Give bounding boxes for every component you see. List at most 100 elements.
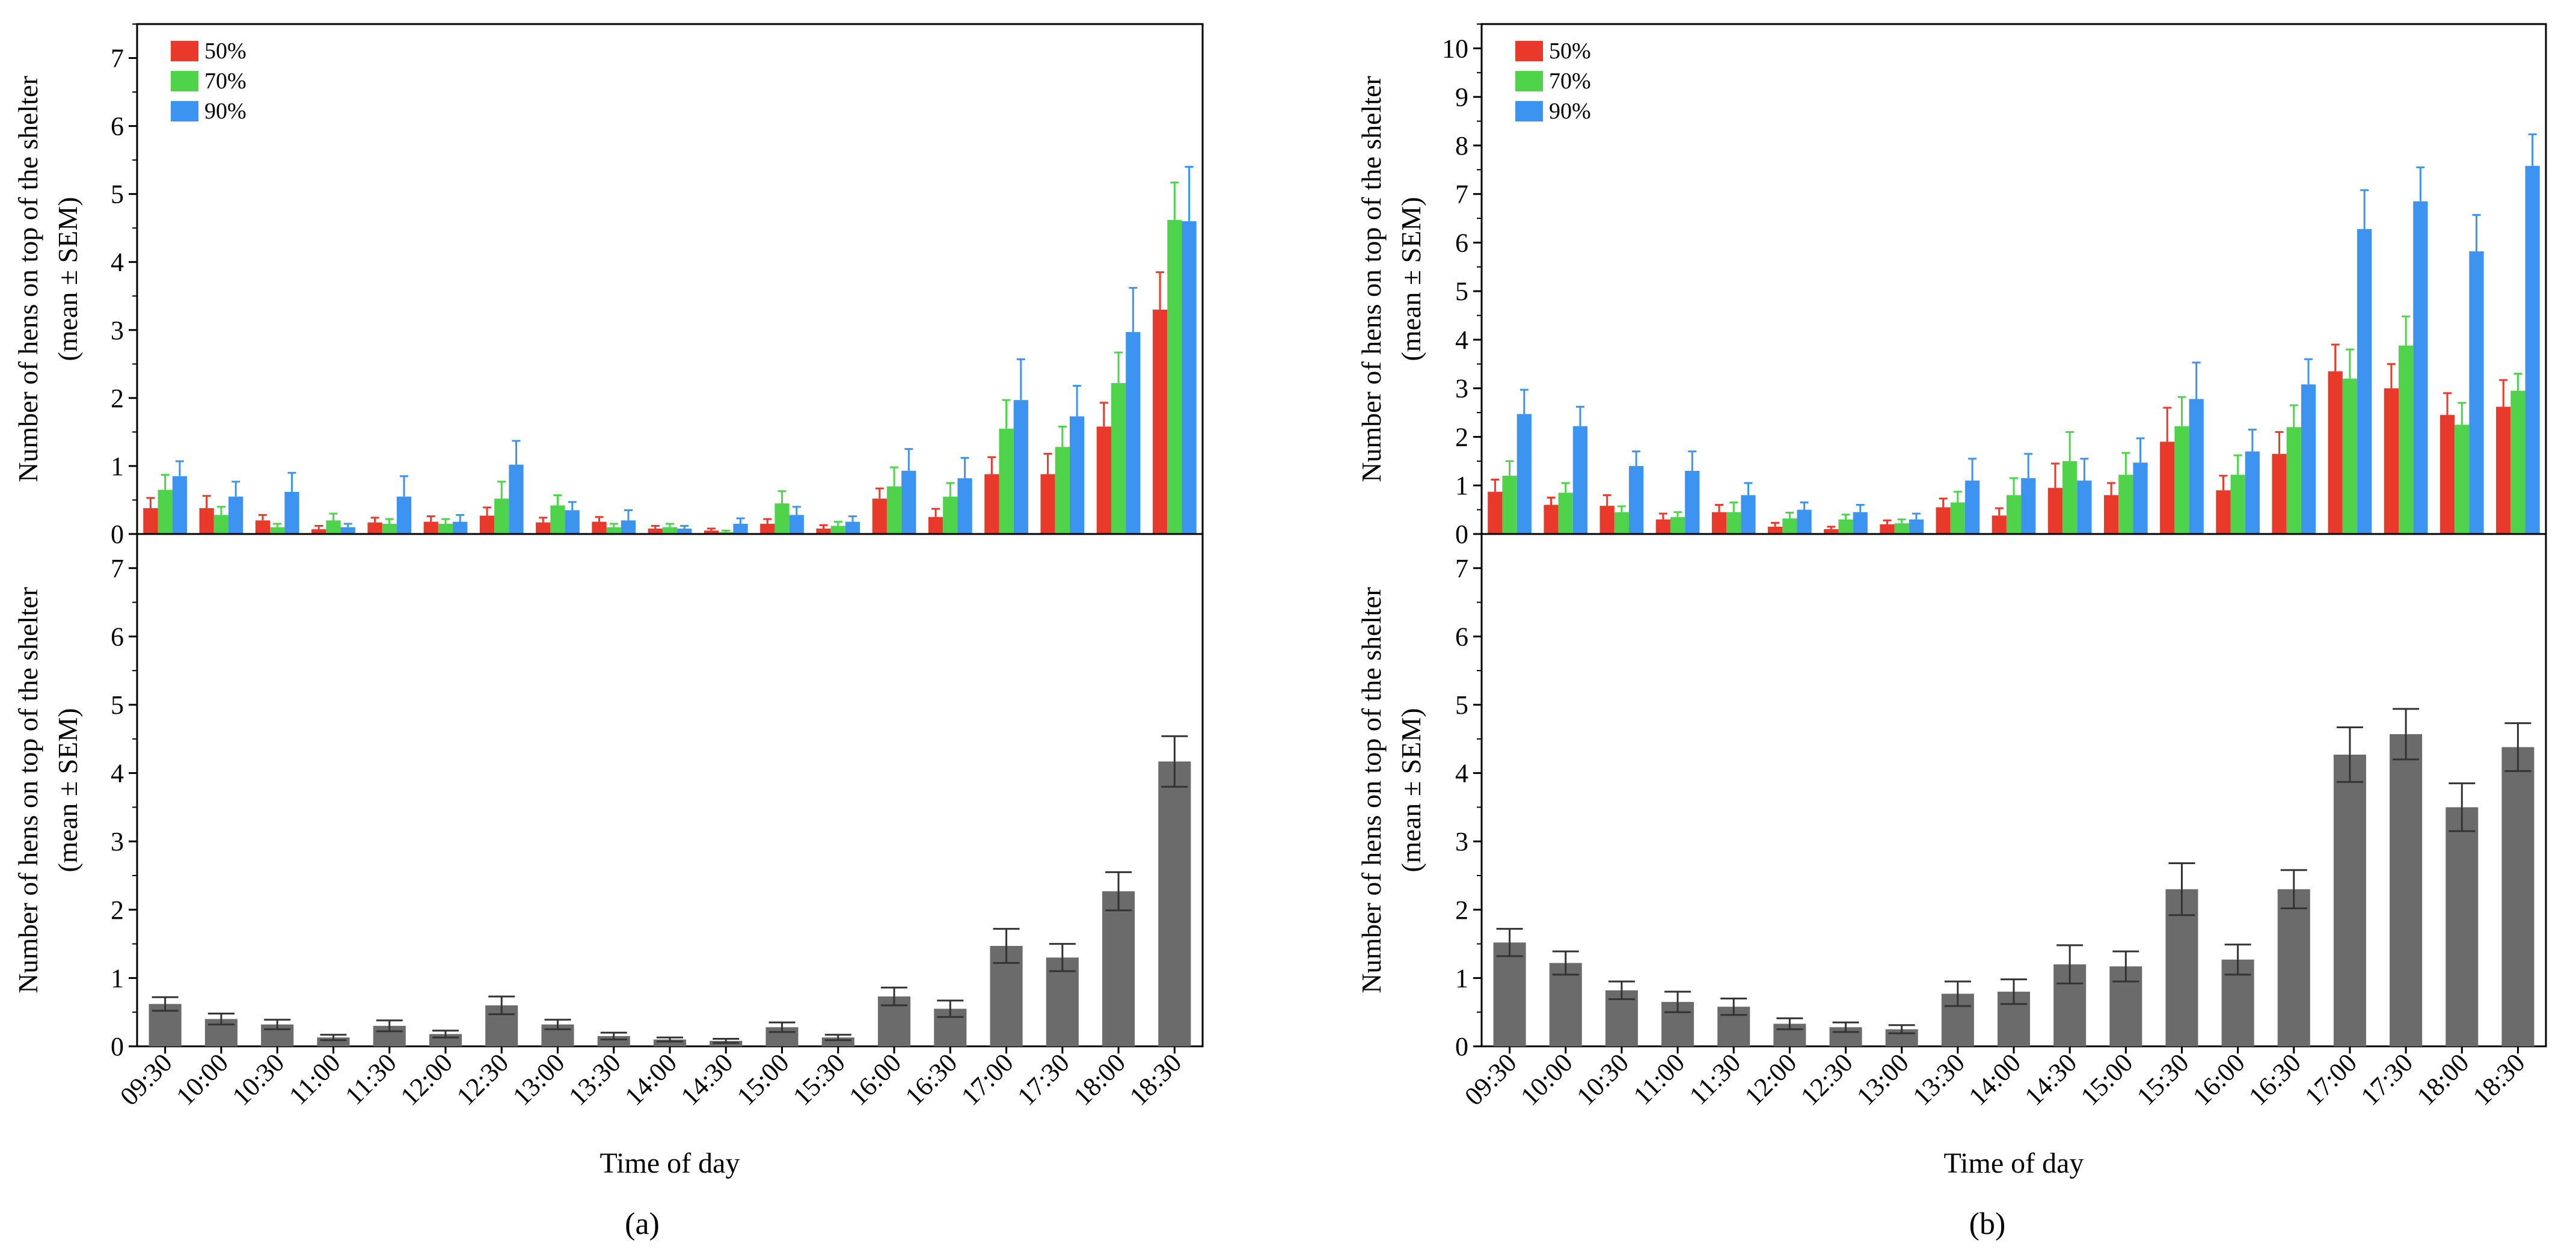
chart2-bar [1516, 414, 1532, 534]
chart1-ytick-label: 0 [111, 1032, 124, 1061]
chart2-bar [1838, 519, 1853, 534]
chart0-bar [719, 532, 734, 534]
chart0-bar [367, 522, 382, 534]
chart1-xtick-label: 10:00 [170, 1048, 234, 1111]
chart0-ytick-label: 3 [111, 316, 124, 345]
chart2-bar [2272, 453, 2287, 534]
chart2-bar [2469, 251, 2484, 534]
chart2-ylabel: Number of hens on top of the shelter [1356, 76, 1387, 482]
chart0-bar [886, 486, 902, 534]
chart2-bar [2160, 441, 2175, 534]
chart0-bar [158, 489, 173, 534]
chart2-bar [2245, 451, 2260, 534]
chart2-bar [1894, 523, 1909, 534]
chart0-bar [1126, 332, 1141, 534]
chart0-bar [1152, 309, 1168, 534]
chart0-bar [816, 528, 831, 534]
chart3-ytick-label: 2 [1455, 895, 1468, 925]
chart0-legend-label: 50% [204, 38, 247, 64]
chart0-bar [662, 527, 678, 534]
chart1-xtick-label: 15:00 [731, 1048, 795, 1111]
chart0-frame [136, 23, 1204, 535]
chart0-bar [340, 527, 355, 534]
chart3-xtick-label: 15:30 [2131, 1048, 2195, 1111]
chart2-bar [1768, 526, 1783, 534]
chart0-ylabel: Number of hens on top of the shelter [13, 76, 43, 482]
chart3-xtick-label: 10:00 [1515, 1048, 1578, 1111]
chart2-ytick-label: 0 [1455, 520, 1468, 549]
chart2-ytick-label: 2 [1455, 422, 1468, 452]
chart1-xtick-label: 13:00 [507, 1048, 571, 1111]
chart1-xtick-label: 12:30 [451, 1048, 515, 1111]
chart0-ytick-label: 4 [111, 248, 124, 277]
chart0-bar [536, 522, 551, 534]
chart2-bar [1670, 517, 1685, 534]
chart2-ytick-label: 9 [1455, 82, 1468, 112]
chart2-bar [1558, 492, 1573, 534]
chart2-bar [2077, 480, 2092, 534]
chart0-bar [901, 470, 916, 534]
chart0-ylabel2: (mean ± SEM) [52, 197, 83, 361]
chart0-bar [704, 530, 719, 534]
chart0-bar [845, 521, 860, 534]
chart0-bar [648, 528, 663, 534]
chart0-bar [592, 521, 607, 534]
chart3-xtick-label: 14:30 [2019, 1048, 2083, 1111]
chart2-bar [1880, 524, 1895, 534]
chart1-xtick-label: 16:00 [844, 1048, 907, 1111]
chart2-legend-label: 70% [1549, 69, 1591, 94]
chart3-xtick-label: 11:30 [1684, 1048, 1746, 1110]
chart3-bar [1493, 942, 1526, 1046]
chart2-bar [2398, 345, 2414, 534]
chart0-bar [1013, 400, 1028, 534]
chart0-bar [830, 526, 845, 534]
chart2-legend-swatch [1515, 101, 1543, 121]
chart2-ytick-label: 4 [1455, 325, 1468, 355]
chart2-ytick-label: 6 [1455, 228, 1468, 257]
panel-a: 0 1 2 3 4 5 6 7 Number of hens on top of the she… [13, 23, 1204, 1179]
chart0-bar [621, 520, 636, 534]
chart0-bar [565, 510, 580, 534]
chart2-legend-swatch [1515, 71, 1543, 91]
chart2-bar [1741, 495, 1756, 534]
chart2-bar [1599, 506, 1615, 534]
chart2-bar [2384, 388, 2399, 534]
chart1-bar [1102, 891, 1135, 1046]
chart2-ytick-label: 3 [1455, 374, 1468, 403]
chart0-bar [984, 474, 999, 534]
chart0-bar [494, 499, 509, 534]
chart0-bar [509, 464, 524, 534]
chart0-bar [872, 499, 887, 534]
chart2-bar [2455, 425, 2470, 534]
chart2-bar [1726, 512, 1741, 534]
chart2-bar [2062, 461, 2078, 534]
chart0-bar [382, 524, 397, 534]
chart0-bar [270, 527, 285, 534]
chart1-ylabel2: (mean ± SEM) [52, 708, 83, 872]
chart2-ytick-label: 10 [1442, 34, 1468, 63]
chart2-bar [1544, 505, 1559, 534]
chart1-xtick-label: 17:30 [1011, 1048, 1075, 1111]
chart0-bar [213, 515, 229, 534]
chart0-bar [396, 496, 412, 534]
chart1-xtick-label: 18:00 [1068, 1048, 1132, 1111]
chart2-bar [1824, 529, 1839, 534]
chart1-xtick-label: 11:00 [283, 1048, 346, 1110]
chart3-frame [1480, 533, 2547, 1048]
chart0-legend-swatch [171, 41, 198, 61]
chart0-legend-swatch [171, 101, 198, 121]
chart3-bar [2390, 734, 2423, 1046]
chart0-bar [423, 521, 438, 534]
chart1-xtick-label: 09:30 [114, 1048, 178, 1111]
chart2-bar [1685, 471, 1700, 534]
chart3-ytick-label: 3 [1455, 827, 1468, 856]
chart0-bar [1096, 426, 1111, 534]
chart2-bar [2216, 490, 2231, 534]
chart0-bar [677, 528, 692, 534]
chart1-ytick-label: 2 [111, 895, 124, 925]
chart1-ytick-label: 5 [111, 690, 124, 720]
chart0-bar [255, 520, 271, 534]
chart0-ytick-label: 0 [111, 520, 124, 549]
chart3-xlabel: Time of day [1944, 1147, 2084, 1179]
chart2-bar [2103, 495, 2119, 534]
